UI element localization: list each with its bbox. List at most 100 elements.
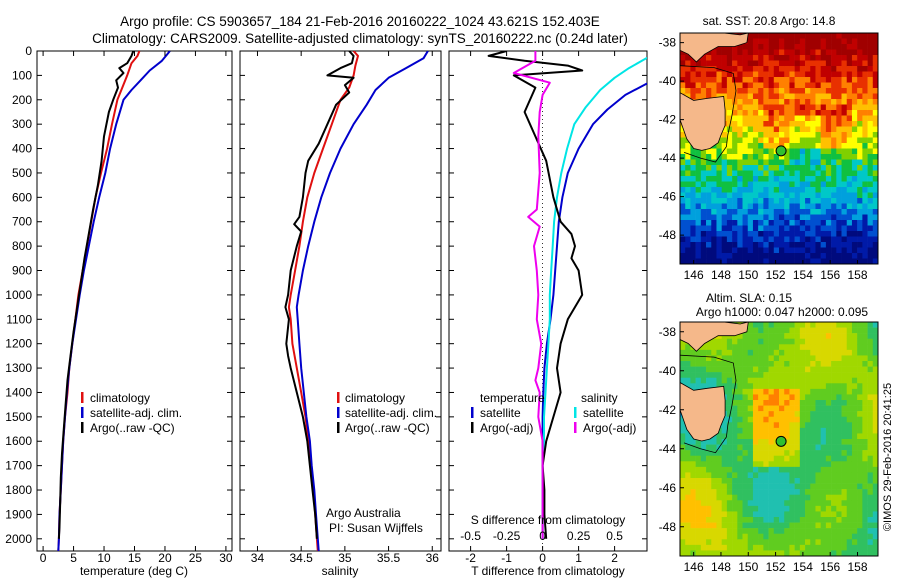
sla-map-cell (752, 372, 759, 379)
sst-map-cell (680, 143, 686, 149)
sst-map-cell (810, 126, 816, 133)
sla-map-cell (700, 372, 707, 379)
sst-map-cell (789, 154, 795, 160)
sla-map-cell (752, 472, 759, 479)
sst-map-cell (862, 126, 868, 133)
sst-map-cell (789, 148, 795, 155)
sst-map-cell (857, 49, 863, 56)
sst-map-cell (700, 181, 707, 188)
sla-map-cell (836, 494, 842, 501)
sla-map-cell (810, 511, 816, 518)
sst-map-cell (763, 242, 769, 248)
sla-map-cell (680, 511, 686, 518)
sst-map-cell (732, 126, 738, 133)
sst-map-cell (700, 258, 707, 264)
sla-map-cell (773, 511, 780, 518)
sst-map-cell (846, 99, 853, 105)
sla-map-cell (695, 528, 702, 535)
sla-map-cell (789, 505, 795, 512)
sla-map-cell (721, 377, 728, 384)
sst-map-cell (742, 99, 749, 105)
sla-map-cell (680, 500, 686, 507)
sst-map-cell (799, 33, 806, 39)
sst-map-cell (685, 143, 691, 149)
sst-map-cell (711, 77, 717, 83)
sst-map-cell (737, 132, 743, 138)
temperature-x-tick-label: 0 (40, 551, 47, 565)
sst-map-cell (716, 88, 722, 94)
sst-map-cell (867, 154, 874, 160)
sst-map-cell (862, 170, 868, 177)
sla-map-cell (867, 416, 874, 423)
sla-map-cell (747, 383, 754, 390)
temperature-x-tick-label: 10 (97, 551, 111, 565)
sst-map-cell (716, 93, 722, 100)
sla-map-cell (820, 427, 827, 434)
difference-x2-tick-label: -0.5 (460, 529, 481, 543)
sla-map-x-tick-label: 152 (766, 560, 786, 574)
sst-map-cell (815, 121, 821, 127)
sst-map-cell (721, 231, 728, 237)
sla-map-cell (820, 383, 827, 390)
sla-map-cell (867, 522, 874, 529)
sla-map-cell (831, 327, 837, 334)
sla-map-cell (737, 511, 743, 518)
sst-map-cell (680, 82, 686, 89)
sla-map-cell (810, 322, 816, 328)
sla-map-cell (685, 366, 691, 373)
sst-map-cell (841, 165, 848, 171)
sla-map-cell (685, 444, 691, 451)
sst-map-cell (820, 258, 827, 264)
sst-map-cell (872, 143, 878, 149)
sst-map-cell (825, 55, 832, 61)
sst-map-cell (773, 203, 780, 210)
sla-map-cell (721, 427, 728, 434)
sla-map-cell (742, 455, 749, 462)
sst-map-cell (851, 170, 858, 177)
sla-map-cell (810, 466, 816, 473)
sst-map-cell (695, 220, 702, 226)
sla-map-cell (721, 466, 728, 473)
sst-map-cell (841, 88, 848, 94)
sla-map-cell (846, 344, 853, 351)
sla-map-cell (831, 466, 837, 473)
sla-map-cell (700, 450, 707, 457)
sla-map-cell (758, 550, 764, 556)
sla-map-cell (758, 461, 764, 468)
sla-map-cell (794, 327, 801, 334)
sst-map-cell (726, 137, 733, 144)
sla-map-cell (779, 550, 785, 556)
sst-map-cell (773, 104, 780, 111)
sst-map-cell (872, 225, 878, 232)
sla-map-cell (752, 383, 759, 390)
sla-map-cell (794, 478, 801, 484)
sla-map-cell (706, 517, 712, 523)
sla-map-cell (862, 427, 868, 434)
sla-map-cell (732, 411, 738, 418)
sst-map-cell (784, 220, 790, 226)
sst-map-cell (799, 44, 806, 50)
sla-map-cell (841, 450, 848, 457)
sst-map-cell (768, 214, 775, 221)
sla-map-cell (732, 427, 738, 434)
sla-map-cell (846, 533, 853, 540)
sst-map-cell (773, 187, 780, 193)
sst-map-cell (716, 236, 722, 243)
sla-map-cell (846, 550, 853, 556)
sst-map-cell (716, 225, 722, 232)
sla-map-cell (747, 338, 754, 345)
sst-map-cell (721, 132, 728, 138)
sla-map-cell (851, 494, 858, 501)
sla-map-cell (726, 450, 733, 457)
sla-map-frame (679, 321, 879, 557)
sla-map-cell (680, 539, 686, 546)
sst-map-cell (805, 104, 811, 111)
sla-map-cell (758, 483, 764, 490)
sla-map-cell (711, 505, 717, 512)
sst-map-cell (872, 93, 878, 100)
sla-map-cell (779, 383, 785, 390)
sst-map-cell (768, 115, 775, 122)
sla-map-cell (763, 422, 769, 429)
sst-map-cell (763, 247, 769, 254)
sla-map-cell (768, 394, 775, 401)
